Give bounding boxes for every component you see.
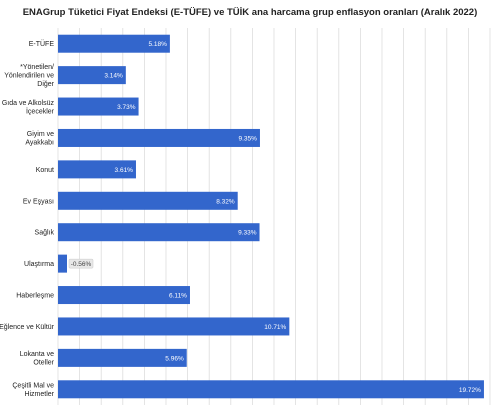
category-label-line: Ayakkabı xyxy=(25,140,54,147)
value-label: 5.96% xyxy=(165,355,184,362)
category-label-line: Eğlence ve Kültür xyxy=(0,324,55,331)
category-label-line: Yönlendirilen ve xyxy=(4,73,54,80)
bar xyxy=(58,66,126,85)
category-label-line: Diğer xyxy=(37,81,54,88)
value-label: 10.71% xyxy=(264,324,286,331)
category-label: Konut xyxy=(36,167,54,174)
category-label: Eğlence ve Kültür xyxy=(0,324,55,331)
value-label: 5.18% xyxy=(148,41,167,48)
category-label-line: Haberleşme xyxy=(16,293,54,300)
category-label-line: Giyim ve xyxy=(27,131,54,138)
value-label: 8.32% xyxy=(216,198,235,205)
category-label: Gıda ve Alkolsüz İçecekler xyxy=(2,100,55,116)
value-label: 3.61% xyxy=(115,167,134,174)
category-label: Sağlık xyxy=(35,230,55,237)
category-label-line: Ulaştırma xyxy=(24,261,54,268)
category-label: Haberleşme xyxy=(16,293,54,300)
category-label-line: Konut xyxy=(36,167,54,174)
bar xyxy=(58,223,260,242)
category-label: Lokanta ve Oteller xyxy=(20,351,55,367)
bar xyxy=(58,348,187,367)
category-label-line: Sağlık xyxy=(35,230,55,237)
bar xyxy=(58,286,190,305)
value-label-box xyxy=(68,258,94,269)
category-label-line: Oteller xyxy=(33,360,54,367)
bar xyxy=(58,34,170,53)
value-label: 3.73% xyxy=(117,104,136,111)
value-label: 9.33% xyxy=(238,230,257,237)
category-label-line: İçecekler xyxy=(26,106,55,115)
bar xyxy=(58,160,136,179)
category-label: Ulaştırma xyxy=(24,261,54,268)
category-label-line: Lokanta ve xyxy=(20,351,54,358)
category-label: Çeşitli Mal ve Hizmetler xyxy=(12,383,54,399)
category-label: E-TÜFE xyxy=(29,40,55,48)
bar xyxy=(58,97,139,116)
chart-title: ENAGrup Tüketici Fiyat Endeksi (E-TÜFE) … xyxy=(22,7,478,18)
category-label-line: *Yönetilen/ xyxy=(20,64,54,71)
value-label: 9.35% xyxy=(239,135,258,142)
value-label: 6.11% xyxy=(169,293,187,300)
category-label-line: E-TÜFE xyxy=(29,40,55,48)
category-label: *Yönetilen/Yönlendirilen ve Diğer xyxy=(4,64,54,88)
category-label: Giyim ve Ayakkabı xyxy=(25,131,54,147)
category-label: Ev Eşyası xyxy=(23,198,54,205)
bar xyxy=(58,128,260,147)
value-label: -0.56% xyxy=(71,261,92,268)
category-label-line: Gıda ve Alkolsüz xyxy=(2,100,55,107)
bar xyxy=(58,380,484,399)
bar xyxy=(58,191,238,210)
category-label-line: Çeşitli Mal ve xyxy=(12,383,54,390)
bar xyxy=(58,254,67,273)
category-label-line: Ev Eşyası xyxy=(23,198,54,205)
value-label: 19.72% xyxy=(459,387,481,394)
category-label-line: Hizmetler xyxy=(24,391,54,398)
bar xyxy=(58,317,290,336)
value-label: 3.14% xyxy=(104,73,123,80)
